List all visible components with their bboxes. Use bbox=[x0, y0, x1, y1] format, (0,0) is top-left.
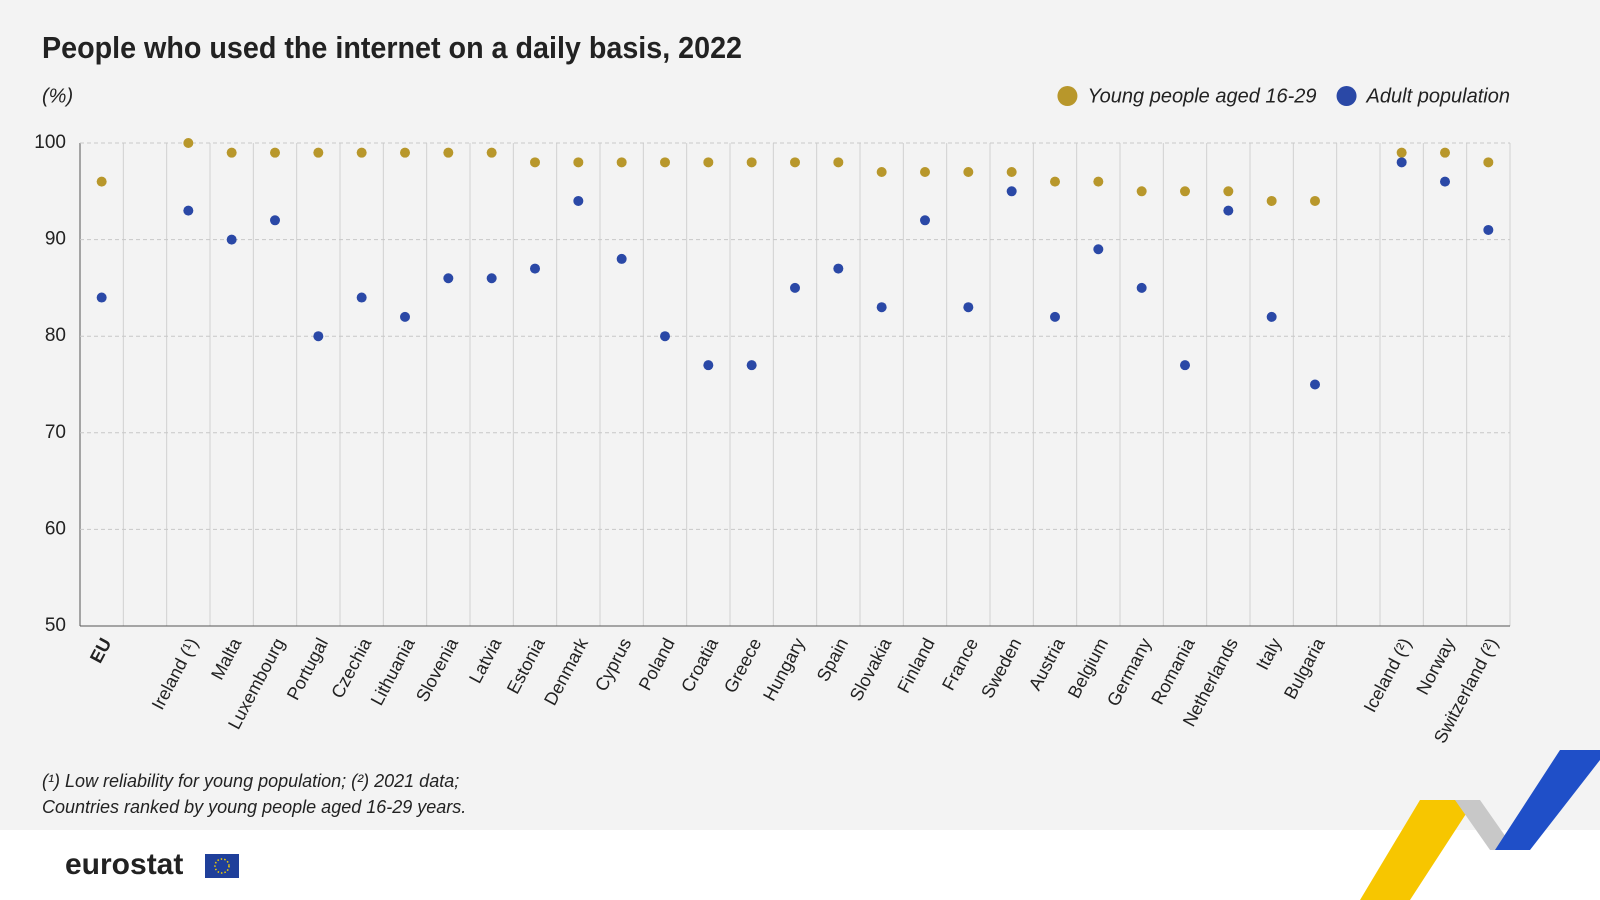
dot bbox=[963, 302, 974, 313]
dot bbox=[530, 157, 540, 168]
dot bbox=[703, 360, 714, 371]
dot bbox=[1223, 186, 1234, 197]
dot bbox=[1093, 176, 1104, 187]
dot bbox=[356, 292, 367, 303]
background bbox=[0, 0, 1600, 830]
dot bbox=[270, 147, 280, 158]
chart-title: People who used the internet on a daily … bbox=[42, 30, 742, 65]
dot bbox=[746, 157, 757, 168]
dot bbox=[183, 205, 194, 216]
dot bbox=[876, 166, 887, 177]
dot bbox=[703, 157, 714, 168]
dot bbox=[1440, 176, 1450, 187]
dot bbox=[486, 147, 497, 158]
dot bbox=[963, 166, 974, 177]
dot bbox=[660, 331, 670, 342]
y-tick-label: 90 bbox=[45, 229, 66, 250]
dot bbox=[1310, 379, 1320, 390]
dot bbox=[790, 282, 800, 293]
legend-label: Young people aged 16-29 bbox=[1087, 85, 1316, 107]
dot bbox=[1483, 224, 1494, 235]
dot bbox=[920, 215, 930, 226]
dot bbox=[660, 157, 670, 168]
dot bbox=[833, 157, 844, 168]
dot bbox=[876, 302, 887, 313]
y-tick-label: 80 bbox=[45, 325, 66, 346]
y-tick-label: 70 bbox=[45, 422, 66, 443]
logo-text: eurostat bbox=[65, 848, 183, 881]
legend-label: Adult population bbox=[1366, 85, 1510, 107]
dot bbox=[1006, 166, 1017, 177]
dot bbox=[530, 263, 540, 274]
dot bbox=[400, 147, 410, 158]
legend-marker bbox=[1057, 86, 1078, 106]
dot bbox=[1266, 311, 1277, 322]
dot bbox=[356, 147, 367, 158]
footer-background bbox=[0, 830, 1600, 900]
y-axis-unit: (%) bbox=[42, 85, 73, 107]
dot bbox=[226, 234, 237, 245]
y-tick-label: 100 bbox=[34, 132, 66, 153]
dot bbox=[1136, 282, 1147, 293]
decoration bbox=[1360, 750, 1600, 900]
footnote: Countries ranked by young people aged 16… bbox=[42, 797, 466, 817]
dot bbox=[96, 176, 107, 187]
dot bbox=[1440, 147, 1450, 158]
dot bbox=[573, 195, 584, 206]
y-tick-label: 50 bbox=[45, 615, 66, 636]
dot bbox=[1180, 360, 1190, 371]
dot bbox=[313, 147, 324, 158]
dot bbox=[1050, 176, 1060, 187]
footnote: (¹) Low reliability for young population… bbox=[42, 771, 459, 791]
dot bbox=[443, 273, 454, 284]
y-tick-label: 60 bbox=[45, 518, 66, 539]
dot bbox=[790, 157, 800, 168]
dot bbox=[1396, 157, 1407, 168]
dot bbox=[1093, 244, 1104, 255]
dot bbox=[96, 292, 107, 303]
dot bbox=[746, 360, 757, 371]
dot bbox=[920, 166, 930, 177]
dot bbox=[270, 215, 280, 226]
dot bbox=[1006, 186, 1017, 197]
dot bbox=[1310, 195, 1320, 206]
dot bbox=[1223, 205, 1234, 216]
dot bbox=[1483, 157, 1494, 168]
dot bbox=[183, 138, 194, 148]
dot bbox=[313, 331, 324, 342]
dot bbox=[573, 157, 584, 168]
dot bbox=[486, 273, 497, 284]
dot bbox=[616, 157, 627, 168]
dot bbox=[833, 263, 844, 274]
dot bbox=[1180, 186, 1190, 197]
dot bbox=[1266, 195, 1277, 206]
eu-flag bbox=[205, 854, 239, 878]
dot bbox=[226, 147, 237, 158]
dot bbox=[616, 253, 627, 264]
dot bbox=[1136, 186, 1147, 197]
dot bbox=[1050, 311, 1060, 322]
legend-marker bbox=[1336, 86, 1357, 106]
dot bbox=[400, 311, 410, 322]
dot bbox=[1396, 147, 1407, 158]
dot bbox=[443, 147, 454, 158]
